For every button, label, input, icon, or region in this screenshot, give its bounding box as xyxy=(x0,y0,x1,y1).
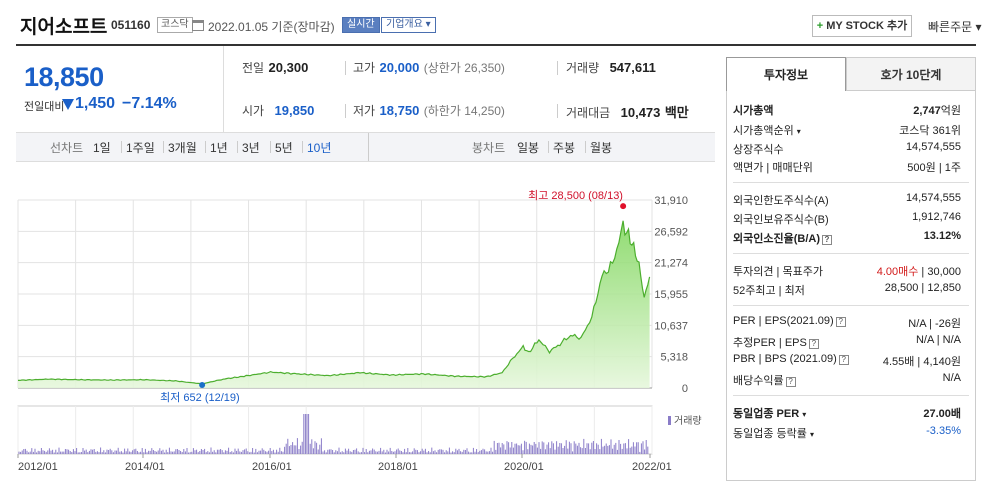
period-1[interactable]: 1일 xyxy=(93,141,111,155)
y-tick-label: 21,274 xyxy=(654,258,688,270)
y-tick-label: 15,955 xyxy=(654,289,688,301)
panel-divider xyxy=(733,182,969,183)
volume-stat: 거래량 547,611 xyxy=(566,60,656,75)
x-tick-label: 2014/01 xyxy=(125,461,165,473)
info-icon: ▾ xyxy=(796,127,801,136)
y-tick-label: 26,592 xyxy=(654,226,688,238)
help-icon[interactable]: ? xyxy=(838,355,849,365)
foreign-hold-row: 외국인보유주식수(B) 1,912,746 xyxy=(733,211,961,226)
period-sep xyxy=(237,141,238,153)
panel-divider xyxy=(733,395,969,396)
y-tick-label: 10,637 xyxy=(654,320,688,332)
x-tick-label: 2022/01 xyxy=(632,461,672,473)
stat-sep xyxy=(345,61,346,75)
price-box xyxy=(16,46,224,132)
max-label: 최고 28,500 (08/13) xyxy=(528,189,623,202)
price-chart: 31,910 26,592 21,274 15,955 10,637 5,318 0 최고 2… xyxy=(16,162,715,481)
stat-sep xyxy=(345,104,346,118)
x-tick-label: 2016/01 xyxy=(252,461,292,473)
x-tick-label: 2012/01 xyxy=(18,461,58,473)
est-per-row: 추정PER | EPS? N/A | N/A xyxy=(733,334,961,349)
period-sep xyxy=(270,141,271,153)
price-chart-svg: 31,910 26,592 21,274 15,955 10,637 5,318 0 최고 2… xyxy=(17,189,702,473)
shares-row: 상장주식수 14,574,555 xyxy=(733,141,961,156)
down-triangle-icon xyxy=(62,99,74,110)
period-sep xyxy=(548,141,549,153)
dividend-row: 배당수익률? N/A xyxy=(733,372,961,387)
price-area xyxy=(18,220,650,388)
foreign-limit-row: 외국인한도주식수(A) 14,574,555 xyxy=(733,192,961,207)
volume-legend-swatch xyxy=(668,416,671,425)
volume-legend-label: 거래량 xyxy=(674,415,702,427)
stat-sep xyxy=(557,61,558,75)
tab-invest-info[interactable]: 투자정보 xyxy=(726,57,846,91)
prev-close-stat: 전일 20,300 xyxy=(242,60,309,75)
low-stat: 저가 18,750 (하한가 14,250) xyxy=(353,103,505,118)
company-overview-button[interactable]: 기업개요 ▾ xyxy=(381,17,436,33)
header-divider xyxy=(16,44,976,46)
plus-icon: + xyxy=(816,20,824,32)
face-value-row: 액면가 | 매매단위 500원 | 1주 xyxy=(733,162,961,174)
help-icon[interactable]: ? xyxy=(835,317,846,327)
period-7[interactable]: 10년 xyxy=(307,141,332,155)
price-change: 1,450 xyxy=(75,95,116,112)
period-sep xyxy=(163,141,164,153)
period-divider xyxy=(368,133,369,161)
x-tick-label: 2020/01 xyxy=(504,461,544,473)
my-stock-add-button[interactable]: + MY STOCK 추가 xyxy=(812,15,912,37)
panel-divider xyxy=(733,253,969,254)
y-tick-label: 31,910 xyxy=(654,195,688,207)
price-line xyxy=(18,220,651,385)
price-change-pct: −7.14% xyxy=(122,95,177,112)
calendar-icon xyxy=(192,20,204,31)
cap-rank-row: 시가총액순위 ▾ 코스닥 361위 xyxy=(733,125,961,137)
y-tick-label: 0 xyxy=(682,383,688,395)
help-icon[interactable]: ? xyxy=(822,235,832,245)
help-icon[interactable]: ? xyxy=(808,339,819,349)
realtime-button[interactable]: 실시간 xyxy=(342,17,380,33)
pbr-row: PBR | BPS (2021.09)? 4.55배 | 4,140원 xyxy=(733,353,961,368)
min-label: 최저 652 (12/19) xyxy=(160,391,240,404)
period-sep xyxy=(205,141,206,153)
y-tick-label: 5,318 xyxy=(660,352,688,364)
quick-order-button[interactable]: 빠른주문 ▾ xyxy=(928,20,982,34)
basis-date: 2022.01.05 기준(장마감) xyxy=(208,20,335,34)
market-tag: 코스닥 xyxy=(157,17,193,33)
period-sep xyxy=(302,141,303,153)
open-stat: 시가 19,850 xyxy=(242,103,315,118)
x-tick-label: 2018/01 xyxy=(378,461,418,473)
current-price: 18,850 xyxy=(24,62,104,92)
industry-per-row: 동일업종 PER ▾ 27.00배 xyxy=(733,408,961,420)
week52-row: 52주최고 | 최저 28,500 | 12,850 xyxy=(733,282,961,297)
candle-chart-label: 봉차트 xyxy=(472,141,506,155)
industry-rate-row: 동일업종 등락률 ▾ -3.35% xyxy=(733,425,961,440)
line-chart-label: 선차트 xyxy=(50,141,84,155)
candle-period-1[interactable]: 일봉 xyxy=(517,141,540,155)
period-6[interactable]: 5년 xyxy=(275,141,293,155)
period-4[interactable]: 1년 xyxy=(210,141,228,155)
stat-sep xyxy=(557,104,558,118)
candle-period-3[interactable]: 월봉 xyxy=(590,141,613,155)
panel-divider xyxy=(733,305,969,306)
candle-period-2[interactable]: 주봉 xyxy=(553,141,576,155)
amount-stat: 거래대금 10,473 백만 xyxy=(566,105,689,120)
opinion-row: 투자의견 | 목표주가 4.00매수 | 30,000 xyxy=(733,266,961,278)
prev-diff-label: 전일대비 xyxy=(24,101,65,113)
help-icon[interactable]: ? xyxy=(785,377,796,387)
stock-name: 지어소프트 xyxy=(20,17,108,38)
period-3[interactable]: 3개월 xyxy=(168,141,197,155)
tab-order-book[interactable]: 호가 10단계 xyxy=(846,57,976,91)
period-sep xyxy=(585,141,586,153)
min-marker xyxy=(199,382,206,388)
market-cap-row: 시가총액 2,747억원 xyxy=(733,105,961,117)
stock-code: 051160 xyxy=(111,18,151,32)
per-row: PER | EPS(2021.09)? N/A | -26원 xyxy=(733,315,961,330)
foreign-rate-row: 외국인소진율(B/A)? 13.12% xyxy=(733,230,961,245)
period-bar xyxy=(16,132,715,162)
period-sep xyxy=(121,141,122,153)
period-5[interactable]: 3년 xyxy=(242,141,260,155)
high-stat: 고가 20,000 (상한가 26,350) xyxy=(353,60,505,75)
max-marker xyxy=(620,203,627,210)
period-2[interactable]: 1주일 xyxy=(126,141,155,155)
